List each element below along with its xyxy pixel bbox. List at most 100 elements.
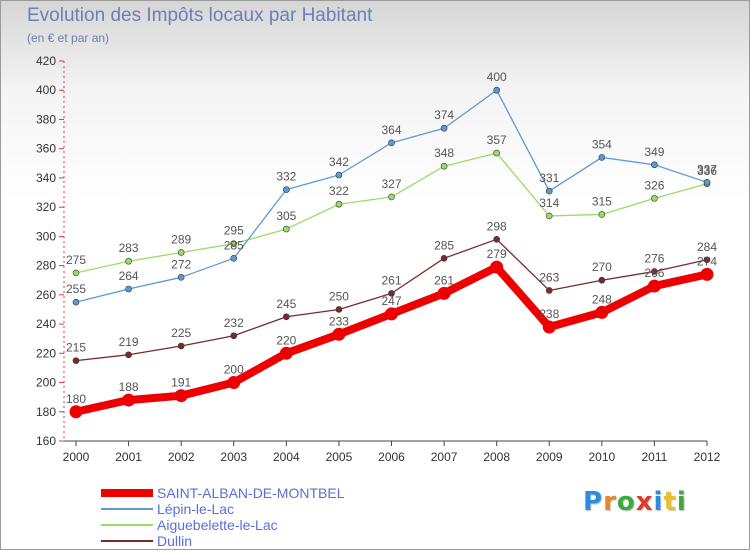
data-label: 295 (224, 224, 244, 238)
data-point (598, 154, 606, 161)
data-label: 266 (644, 266, 664, 280)
data-point (72, 298, 80, 306)
data-point (651, 161, 658, 169)
data-point (647, 279, 661, 293)
data-point (283, 313, 290, 321)
data-point (388, 193, 395, 201)
data-point (125, 257, 132, 265)
data-label: 337 (697, 162, 717, 176)
x-tick-label: 2004 (273, 450, 300, 464)
data-label: 326 (644, 178, 664, 192)
data-label: 298 (487, 219, 507, 233)
legend-swatch (101, 540, 153, 542)
data-point (437, 286, 451, 300)
y-tick-label: 160 (36, 434, 56, 448)
data-label: 314 (539, 196, 559, 210)
legend-item: SAINT-ALBAN-DE-MONTBEL (101, 485, 344, 501)
x-tick-label: 2009 (536, 450, 563, 464)
data-label: 279 (487, 247, 507, 261)
data-point (72, 269, 80, 277)
data-point (388, 290, 395, 297)
y-tick-label: 220 (36, 346, 56, 360)
data-label: 247 (381, 294, 401, 308)
data-point (332, 327, 346, 341)
data-label: 315 (592, 194, 612, 208)
logo-letter: o (616, 487, 636, 517)
data-label: 348 (434, 146, 454, 160)
legend-swatch (101, 489, 153, 497)
data-label: 364 (381, 123, 401, 137)
data-point (230, 240, 238, 247)
data-point (283, 186, 290, 193)
data-label: 255 (66, 282, 86, 296)
y-tick-label: 360 (36, 142, 56, 156)
data-label: 354 (592, 137, 612, 151)
legend-swatch (101, 508, 153, 510)
y-tick-label: 240 (36, 317, 56, 331)
legend-label: Aiguebelette-le-Lac (157, 517, 278, 533)
data-label: 215 (66, 341, 86, 355)
data-point (490, 260, 504, 274)
legend-label: Dullin (157, 533, 193, 549)
data-label: 219 (119, 335, 139, 349)
data-point (283, 225, 290, 233)
data-label: 272 (171, 257, 191, 271)
y-tick-label: 420 (36, 54, 56, 68)
legend-label: SAINT-ALBAN-DE-MONTBEL (157, 485, 345, 501)
data-label: 331 (539, 171, 559, 185)
data-label: 245 (276, 297, 296, 311)
data-label: 191 (171, 376, 191, 390)
data-label: 225 (171, 326, 191, 340)
data-point (125, 351, 132, 359)
data-label: 342 (329, 155, 349, 169)
data-point (700, 267, 714, 281)
y-tick-label: 340 (36, 171, 56, 185)
data-label: 285 (434, 238, 454, 252)
chart-legend: SAINT-ALBAN-DE-MONTBEL Lépin-le-Lac Aigueb… (101, 485, 344, 549)
data-point (279, 346, 293, 360)
data-point (335, 200, 343, 208)
x-tick-label: 2005 (326, 450, 353, 464)
y-tick-label: 400 (36, 83, 56, 97)
data-label: 261 (434, 273, 454, 287)
data-label: 305 (276, 209, 296, 223)
chart-subtitle: (en € et par an) (27, 31, 110, 45)
y-tick-label: 260 (36, 288, 56, 302)
legend-item: Aiguebelette-le-Lac (101, 517, 344, 533)
logo-letter: r (603, 487, 617, 517)
data-point (595, 305, 609, 319)
y-tick-label: 280 (36, 259, 56, 273)
data-point (388, 139, 395, 147)
data-label: 332 (276, 170, 296, 184)
data-point (227, 376, 241, 390)
data-point (335, 171, 343, 179)
legend-label: Lépin-le-Lac (157, 501, 235, 517)
data-point (703, 256, 711, 264)
x-tick-label: 2002 (168, 450, 195, 464)
data-label: 357 (487, 133, 507, 147)
logo-letter: x (635, 487, 654, 517)
x-tick-label: 2010 (588, 450, 615, 464)
data-label: 275 (66, 253, 86, 267)
data-point (598, 276, 606, 284)
data-label: 270 (592, 260, 612, 274)
x-tick-label: 2003 (220, 450, 247, 464)
proxiti-logo: Proxiti (583, 487, 687, 517)
logo-letter: i (676, 487, 687, 517)
legend-item: Dullin (101, 533, 344, 549)
data-point (651, 268, 658, 275)
data-point (69, 405, 83, 419)
data-point (545, 187, 553, 195)
chart-title: Evolution des Impôts locaux par Habitant (27, 5, 373, 26)
data-point (493, 236, 500, 243)
data-label: 374 (434, 108, 454, 122)
data-point (440, 124, 448, 132)
data-label: 263 (539, 270, 559, 284)
data-label: 180 (66, 392, 86, 406)
data-label: 322 (329, 184, 349, 198)
data-label: 238 (539, 307, 559, 321)
y-tick-label: 300 (36, 229, 56, 243)
data-label: 336 (697, 164, 717, 178)
data-point (493, 86, 500, 94)
data-point (440, 255, 448, 262)
